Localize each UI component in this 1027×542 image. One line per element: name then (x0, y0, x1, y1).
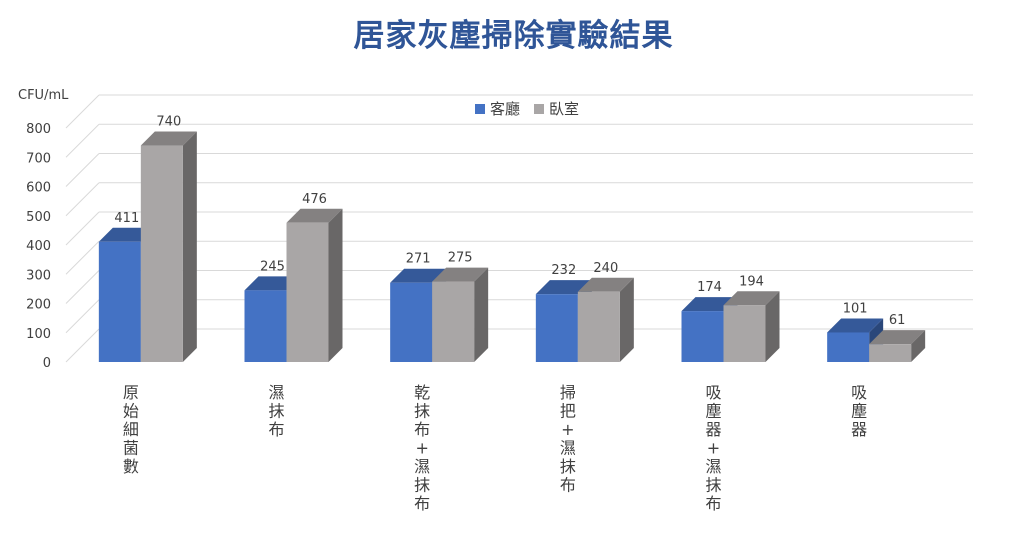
x-tick-label-3-char-5: 布 (560, 476, 576, 495)
x-tick-label-0-char-3: 菌 (123, 439, 139, 458)
legend-label-series-1: 客廳 (490, 100, 521, 118)
x-tick-label-5-char-2: 器 (851, 420, 867, 439)
y-tick-label-6: 600 (26, 181, 51, 196)
legend-item-series-2: 臥室 (534, 98, 579, 119)
x-tick-label-0-char-4: 數 (123, 457, 139, 476)
x-tick-label-2-char-5: 抹 (414, 476, 430, 495)
bar-0-0 (98, 241, 141, 362)
data-label-4-1: 194 (739, 274, 764, 289)
x-tick-label-4-char-5: 抹 (705, 476, 721, 495)
bar-side-2-1 (474, 267, 489, 362)
x-tick-label-4-char-4: 濕 (705, 457, 721, 476)
x-tick-label-5-char-0: 吸 (851, 383, 867, 402)
bar-3-1 (577, 291, 620, 362)
x-tick-label-4-char-2: 器 (705, 420, 721, 439)
x-tick-label-0-char-0: 原 (123, 383, 139, 402)
x-tick-label-0-char-2: 細 (123, 420, 139, 439)
x-tick-label-4-char-6: 布 (705, 494, 721, 513)
bar-1-0 (244, 290, 287, 362)
x-tick-label-2-char-4: 濕 (414, 457, 430, 476)
x-tick-label-2-char-3: + (415, 439, 428, 458)
x-tick-label-3-char-2: + (561, 420, 574, 439)
bar-side-4-1 (765, 291, 780, 362)
y-tick-label-3: 300 (26, 268, 51, 283)
y-axis-unit-label: CFU/mL (18, 88, 69, 103)
gridline-depth-4 (65, 211, 100, 246)
bar-top-5-1 (869, 330, 926, 345)
legend-item-series-1: 客廳 (475, 98, 520, 119)
x-tick-label-1-char-1: 抹 (268, 402, 284, 421)
x-tick-label-4-char-3: + (707, 439, 720, 458)
x-tick-label-2-char-2: 布 (414, 420, 430, 439)
x-tick-label-5-char-1: 塵 (851, 402, 867, 421)
bar-0-1 (140, 145, 183, 362)
bar-3-0 (535, 294, 578, 362)
bar-top-3-1 (577, 277, 634, 292)
data-label-3-1: 240 (593, 261, 618, 276)
x-tick-label-3-char-0: 掃 (560, 383, 576, 402)
x-tick-label-2-char-0: 乾 (414, 383, 430, 402)
x-tick-label-3-char-3: 濕 (560, 439, 576, 458)
data-label-5-1: 61 (889, 313, 906, 328)
gridline-depth-1 (65, 299, 100, 334)
gridline-depth-8 (65, 94, 100, 129)
bar-5-0 (827, 332, 870, 362)
gridline-depth-5 (65, 182, 100, 217)
bar-side-3-1 (619, 277, 634, 362)
data-label-4-0: 174 (697, 280, 722, 295)
bar-4-0 (681, 311, 724, 362)
bar-5-1 (869, 344, 912, 362)
x-tick-label-0-char-1: 始 (123, 402, 139, 421)
bar-top-1-1 (286, 208, 343, 223)
bar-1-1 (286, 222, 329, 362)
bar-2-1 (432, 281, 475, 362)
legend: 客廳 臥室 (475, 98, 579, 119)
bar-2-0 (390, 282, 433, 362)
x-tick-label-3-char-1: 把 (560, 402, 576, 421)
x-tick-label-4-char-0: 吸 (705, 383, 721, 402)
bar-side-1-1 (328, 208, 343, 362)
data-label-0-0: 411 (114, 211, 139, 226)
bar-top-0-1 (140, 131, 197, 146)
legend-swatch-series-2 (534, 103, 545, 114)
x-tick-label-1-char-2: 布 (268, 420, 284, 439)
y-tick-label-0: 0 (43, 356, 51, 371)
chart-title: 居家灰塵掃除實驗結果 (353, 18, 674, 54)
gridline-depth-0 (65, 328, 100, 363)
data-label-5-0: 101 (843, 301, 868, 316)
x-tick-label-4-char-1: 塵 (705, 402, 721, 421)
data-label-1-0: 245 (260, 259, 285, 274)
y-tick-label-1: 100 (26, 327, 51, 342)
data-label-3-0: 232 (551, 263, 576, 278)
data-label-1-1: 476 (302, 192, 327, 207)
bar-top-5-0 (827, 318, 884, 333)
x-tick-label-2-char-1: 抹 (414, 402, 430, 421)
y-tick-label-5: 500 (26, 210, 51, 225)
data-label-0-1: 740 (156, 115, 181, 130)
bar-side-0-1 (182, 131, 197, 362)
bar-top-2-1 (432, 267, 489, 282)
bar-top-4-1 (723, 291, 780, 306)
x-tick-label-3-char-4: 抹 (560, 457, 576, 476)
data-label-2-1: 275 (448, 251, 473, 266)
gridline-depth-6 (65, 153, 100, 187)
gridline-depth-7 (65, 123, 100, 158)
y-tick-label-2: 200 (26, 298, 51, 313)
bar-4-1 (723, 305, 766, 362)
legend-label-series-2: 臥室 (549, 100, 580, 118)
gridline-depth-3 (65, 240, 100, 275)
y-tick-label-7: 700 (26, 151, 51, 166)
legend-swatch-series-1 (475, 103, 485, 114)
data-label-2-0: 271 (406, 252, 431, 267)
bar-side-5-1 (911, 330, 926, 362)
y-tick-label-8: 800 (26, 122, 51, 137)
y-tick-label-4: 400 (26, 239, 51, 254)
bar-top-2-0 (390, 268, 447, 283)
bar-top-3-0 (535, 280, 592, 295)
gridline-depth-2 (65, 270, 100, 304)
x-tick-label-2-char-6: 布 (414, 494, 430, 513)
x-tick-label-1-char-0: 濕 (268, 383, 284, 402)
